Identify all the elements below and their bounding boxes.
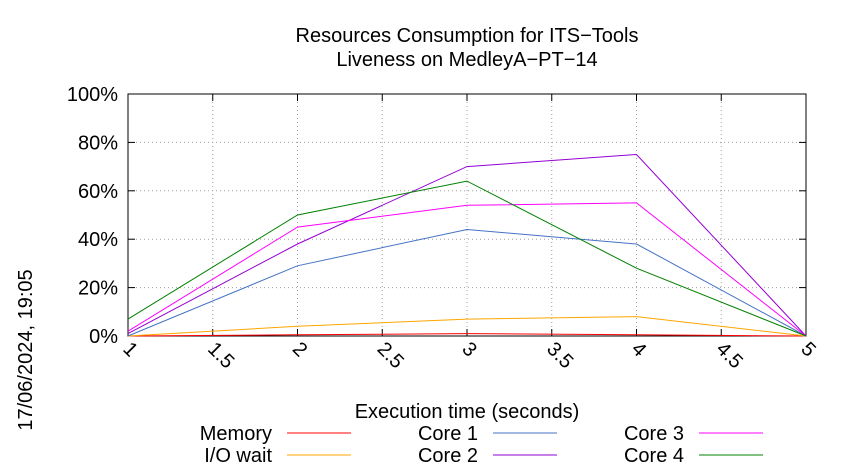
y-tick-label: 100% — [67, 84, 118, 106]
x-tick-label: 3 — [457, 338, 480, 361]
y-tick-label: 40% — [78, 229, 118, 251]
y-tick-label: 60% — [78, 181, 118, 203]
x-tick-label: 2.5 — [373, 338, 408, 373]
x-tick-label: 1 — [118, 338, 141, 361]
legend-label-i-o-wait: I/O wait — [204, 445, 272, 467]
x-tick-label: 2 — [288, 338, 311, 361]
axis-ticks: 0% 20% 40% 60% 80% 100% 1 1.5 2 2.5 3 3.5 4 4.5 5 — [67, 84, 820, 373]
x-tick-label: 4 — [627, 338, 650, 361]
y-tick-label: 0% — [89, 326, 118, 348]
y-tick-label: 20% — [78, 278, 118, 300]
series-line-memory — [127, 333, 807, 337]
y-tick-label: 80% — [78, 132, 118, 154]
legend-label-memory: Memory — [200, 423, 272, 445]
x-tick-label: 4.5 — [712, 338, 747, 373]
timestamp-label: 17/06/2024, 19:05 — [15, 269, 37, 430]
series-line-core-3 — [127, 202, 807, 337]
legend-label-core-3: Core 3 — [624, 423, 684, 445]
chart-subtitle: Liveness on MedleyA−PT−14 — [336, 49, 597, 71]
legend-label-core-2: Core 2 — [418, 445, 478, 467]
x-tick-label: 3.5 — [542, 338, 577, 373]
series-line-i-o-wait — [127, 316, 807, 337]
x-axis-label: Execution time (seconds) — [355, 401, 580, 423]
x-tick-label: 1.5 — [203, 338, 238, 373]
legend-label-core-1: Core 1 — [418, 423, 478, 445]
legend-label-core-4: Core 4 — [624, 445, 684, 467]
series-lines — [127, 153, 807, 337]
chart-title: Resources Consumption for ITS−Tools — [296, 25, 639, 47]
series-line-core-2 — [127, 153, 807, 337]
series-line-core-1 — [127, 228, 807, 337]
grid — [128, 94, 806, 336]
x-tick-label: 5 — [796, 338, 819, 361]
series-line-core-4 — [127, 180, 807, 337]
